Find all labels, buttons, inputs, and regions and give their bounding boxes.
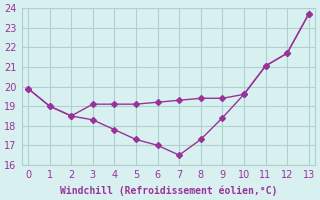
X-axis label: Windchill (Refroidissement éolien,°C): Windchill (Refroidissement éolien,°C) (60, 185, 277, 196)
